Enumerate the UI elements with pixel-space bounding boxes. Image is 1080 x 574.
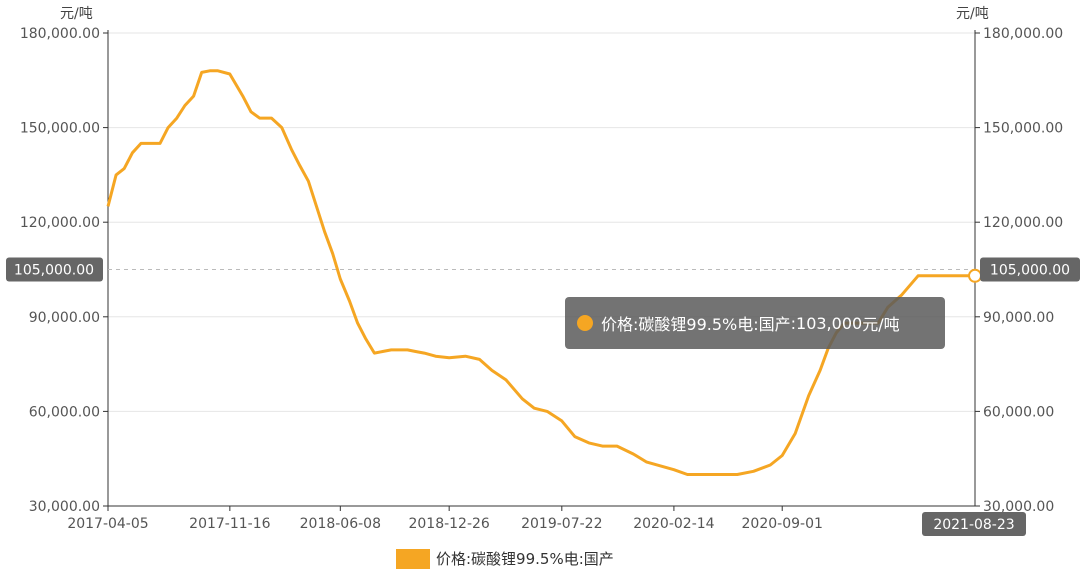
y-tick-label: 90,000.00 xyxy=(29,310,100,326)
x-tick-label: 2018-06-08 xyxy=(300,516,381,532)
y-tick-label: 60,000.00 xyxy=(29,404,100,420)
tooltip-value: 103,000 xyxy=(796,313,863,333)
y-pointer-badge-right: 105,000.00 xyxy=(980,257,1080,282)
y-tick-label: 90,000.00 xyxy=(983,310,1054,326)
series-line[interactable] xyxy=(106,69,975,476)
tooltip-series-marker xyxy=(577,315,593,331)
tooltip-unit: 元/吨 xyxy=(862,315,900,334)
svg-text:105,000.00: 105,000.00 xyxy=(14,263,94,279)
left-y-unit: 元/吨 xyxy=(60,6,93,22)
y-tick-label: 30,000.00 xyxy=(29,499,100,515)
tooltip-series-name: 价格:碳酸锂99.5%电:国产 xyxy=(601,315,791,334)
y-tick-label: 120,000.00 xyxy=(983,215,1063,231)
y-tick-label: 30,000.00 xyxy=(983,499,1054,515)
y-pointer-badge-left: 105,000.00 xyxy=(6,257,103,282)
x-pointer-badge: 2021-08-23 xyxy=(922,512,1026,536)
y-tick-label: 60,000.00 xyxy=(983,404,1054,420)
y-tick-label: 150,000.00 xyxy=(20,121,100,137)
x-tick-label: 2018-12-26 xyxy=(408,516,489,532)
tooltip: 价格:碳酸锂99.5%电:国产: 103,000 元/吨 xyxy=(565,297,945,349)
axes xyxy=(107,30,976,507)
legend-label[interactable]: 价格:碳酸锂99.5%电:国产 xyxy=(436,550,614,568)
hover-point[interactable] xyxy=(968,268,982,283)
left-y-tick-labels: 30,000.00 60,000.00 90,000.00 120,000.00 150… xyxy=(20,26,108,515)
svg-text:2021-08-23: 2021-08-23 xyxy=(933,517,1014,533)
x-tick-label: 2020-02-14 xyxy=(633,516,714,532)
x-tick-label: 2020-09-01 xyxy=(742,516,823,532)
right-y-tick-labels: 30,000.00 60,000.00 90,000.00 120,000.00 150… xyxy=(975,26,1063,515)
y-tick-label: 120,000.00 xyxy=(20,215,100,231)
svg-text:105,000.00: 105,000.00 xyxy=(990,263,1070,279)
x-tick-labels: 2017-04-05 2017-11-16 2018-06-08 2018-12-26… xyxy=(67,506,823,532)
legend[interactable]: 价格:碳酸锂99.5%电:国产 xyxy=(396,548,614,569)
x-tick-label: 2017-11-16 xyxy=(189,516,270,532)
legend-swatch[interactable] xyxy=(396,548,430,569)
right-y-unit: 元/吨 xyxy=(956,6,989,22)
y-tick-label: 180,000.00 xyxy=(20,26,100,42)
x-tick-label: 2019-07-22 xyxy=(521,516,602,532)
y-tick-label: 150,000.00 xyxy=(983,121,1063,137)
x-tick-label: 2017-04-05 xyxy=(67,516,148,532)
y-tick-label: 180,000.00 xyxy=(983,26,1063,42)
